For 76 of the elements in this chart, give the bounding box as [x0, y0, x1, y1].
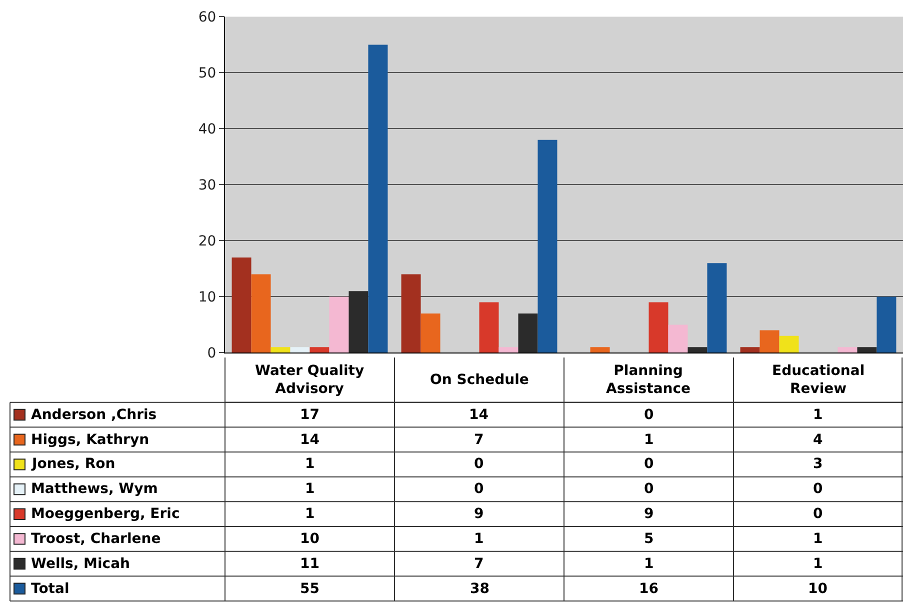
data-label: 0	[644, 456, 654, 472]
data-label: 1	[305, 481, 315, 497]
x-tick-label: Water Quality Advisory	[255, 363, 364, 398]
bar	[368, 44, 388, 353]
data-label: 10	[808, 581, 828, 597]
data-label: 17	[300, 407, 320, 423]
data-label: 1	[644, 432, 654, 448]
data-label: 0	[474, 456, 484, 472]
bar	[479, 302, 499, 353]
bar	[707, 263, 727, 353]
y-tick-label: 30	[198, 178, 216, 194]
data-label: 9	[474, 506, 484, 522]
legend-label: Matthews, Wym	[31, 481, 158, 497]
data-label: 5	[644, 531, 654, 547]
bar	[688, 347, 708, 353]
data-label: 11	[300, 556, 320, 572]
x-tick-label: On Schedule	[430, 372, 529, 388]
bar	[232, 258, 252, 353]
legend-label: Higgs, Kathryn	[31, 432, 150, 448]
data-label: 1	[813, 556, 823, 572]
bar	[838, 347, 858, 353]
bar	[251, 274, 271, 353]
y-tick-label: 40	[198, 122, 216, 138]
bar	[270, 347, 290, 353]
data-label: 1	[305, 506, 315, 522]
legend-label: Total	[31, 581, 70, 597]
x-tick-label: Educational Review	[772, 363, 865, 398]
data-label: 14	[300, 432, 320, 448]
data-label: 1	[813, 531, 823, 547]
data-label: 0	[813, 481, 823, 497]
y-tick-label: 50	[198, 66, 216, 82]
y-tick-label: 10	[198, 290, 216, 306]
data-label: 7	[474, 556, 484, 572]
data-label: 0	[474, 481, 484, 497]
bar	[590, 347, 610, 353]
y-tick-label: 60	[198, 10, 216, 26]
bar	[348, 291, 368, 353]
bar	[538, 140, 558, 353]
data-label: 1	[644, 556, 654, 572]
bar	[310, 347, 330, 353]
y-tick-label: 0	[207, 346, 216, 362]
data-label: 14	[469, 407, 489, 423]
bar	[420, 314, 440, 353]
data-label: 0	[644, 407, 654, 423]
bar	[876, 296, 896, 353]
legend-label: Wells, Micah	[31, 556, 130, 572]
bar	[779, 336, 799, 353]
x-tick-label: Planning Assistance	[606, 363, 691, 398]
data-label: 1	[305, 456, 315, 472]
data-label: 0	[644, 481, 654, 497]
legend-label: Moeggenberg, Eric	[31, 506, 180, 522]
data-label: 38	[470, 581, 490, 597]
bar	[760, 330, 780, 353]
data-label: 55	[300, 581, 320, 597]
bar	[518, 314, 538, 353]
legend-label: Jones, Ron	[31, 456, 116, 472]
data-label: 1	[474, 531, 484, 547]
data-label: 4	[813, 432, 823, 448]
data-label: 0	[813, 506, 823, 522]
data-label: 10	[300, 531, 320, 547]
bar	[401, 274, 421, 353]
data-label: 7	[474, 432, 484, 448]
data-label: 1	[813, 407, 823, 423]
bar	[668, 324, 688, 353]
y-tick-label: 20	[198, 234, 216, 250]
bar	[329, 296, 349, 353]
legend-label: Anderson ,Chris	[31, 407, 157, 423]
bar	[740, 347, 760, 353]
bar	[290, 347, 310, 353]
bar	[857, 347, 877, 353]
bar	[498, 347, 518, 353]
data-label: 9	[644, 506, 654, 522]
data-label: 16	[639, 581, 658, 597]
legend-label: Troost, Charlene	[31, 531, 161, 547]
bar	[648, 302, 668, 353]
data-label: 3	[813, 456, 823, 472]
